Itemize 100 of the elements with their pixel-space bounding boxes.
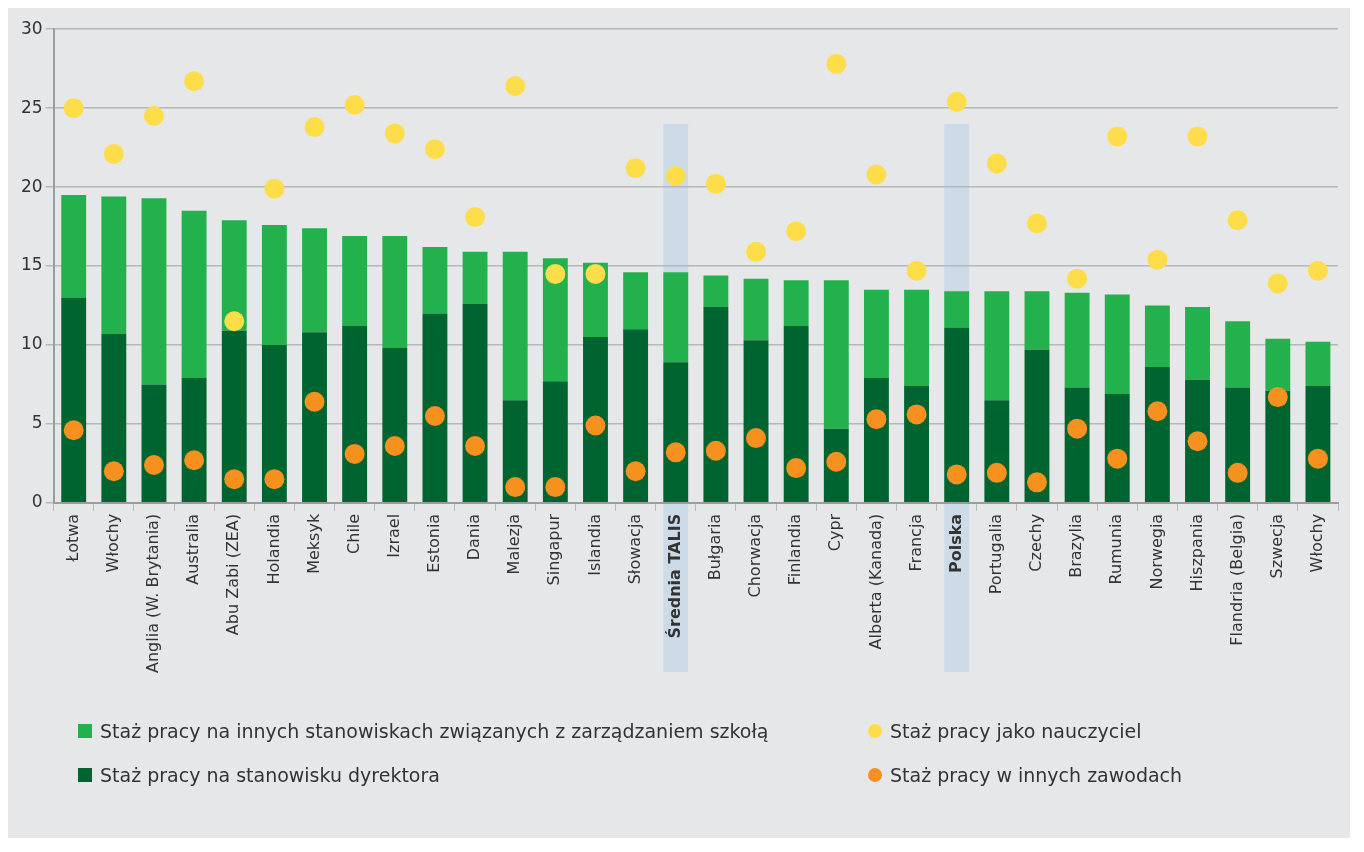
point: [184, 71, 205, 92]
point: [866, 409, 887, 430]
x-tick-label: Izrael: [383, 513, 403, 558]
point: [585, 263, 606, 284]
x-tick-label: Australia: [183, 513, 203, 585]
point: [906, 260, 927, 281]
bar: [1024, 349, 1050, 503]
bar: [944, 327, 970, 503]
point: [1067, 418, 1088, 439]
bar: [61, 194, 87, 298]
bar: [342, 326, 368, 503]
point: [1107, 448, 1128, 469]
point: [264, 178, 285, 199]
x-tick-label: Rumunia: [1106, 513, 1126, 585]
y-tick-label: 0: [31, 491, 43, 512]
point: [906, 404, 927, 425]
bar: [101, 196, 127, 334]
point: [1227, 462, 1248, 483]
point: [384, 436, 405, 457]
point: [1307, 448, 1328, 469]
point: [705, 173, 726, 194]
point: [184, 450, 205, 471]
bar: [904, 289, 930, 387]
x-tick-label: Bułgaria: [705, 513, 725, 581]
point: [786, 221, 807, 242]
y-tick-label: 15: [20, 254, 43, 275]
bar: [1225, 321, 1251, 388]
point: [746, 241, 767, 262]
point: [1026, 472, 1047, 493]
point: [705, 440, 726, 461]
point: [625, 158, 646, 179]
point: [1026, 213, 1047, 234]
point: [465, 207, 486, 228]
bar: [703, 307, 729, 503]
point: [545, 477, 566, 498]
bar: [703, 275, 729, 308]
bar: [1144, 305, 1170, 368]
point: [1147, 249, 1168, 270]
bar: [302, 228, 327, 333]
point: [1187, 126, 1208, 147]
point: [946, 464, 967, 485]
y-tick-label: 5: [31, 412, 43, 433]
point: [1187, 431, 1208, 452]
legend-label: Staż pracy na innych stanowiskach związanych z zarządzaniem szkołą: [100, 720, 769, 742]
x-tick-label: Meksyk: [303, 513, 323, 574]
point: [746, 428, 767, 449]
x-tick-label: Chile: [343, 513, 363, 554]
point: [866, 164, 887, 185]
point: [1067, 268, 1088, 289]
x-tick-label: Cypr: [825, 513, 845, 552]
x-tick-label: Alberta (Kanada): [865, 513, 885, 650]
bar: [141, 198, 167, 385]
bar: [261, 344, 287, 503]
bar: [342, 236, 368, 327]
bar: [783, 326, 809, 503]
point: [1267, 387, 1288, 408]
legend-label: Staż pracy na stanowisku dyrektora: [100, 764, 440, 786]
point: [63, 420, 84, 441]
point: [665, 166, 686, 187]
x-tick-label: Francja: [905, 513, 925, 572]
bar: [61, 297, 87, 503]
point: [384, 123, 405, 144]
bar: [221, 330, 247, 503]
bar: [422, 313, 448, 503]
x-tick-label: Włochy: [102, 513, 122, 573]
point: [505, 477, 526, 498]
y-tick-label: 30: [20, 17, 43, 38]
x-tick-label: Dania: [464, 513, 484, 561]
x-tick-label: Islandia: [584, 513, 604, 576]
x-tick-label: Brazylia: [1066, 513, 1086, 578]
bar: [1265, 390, 1291, 503]
point: [986, 153, 1007, 174]
bar: [743, 278, 769, 341]
point: [143, 106, 164, 127]
bar: [261, 224, 287, 345]
x-tick-label: Słowacja: [624, 513, 644, 585]
x-tick-label: Łotwa: [62, 513, 82, 563]
point: [786, 458, 807, 479]
x-tick-label: Hiszpania: [1186, 513, 1206, 592]
x-tick-label: Finlandia: [785, 513, 805, 586]
point: [103, 143, 124, 164]
point: [103, 461, 124, 482]
bar: [1185, 379, 1210, 503]
x-tick-label: Malezja: [504, 513, 524, 575]
bar: [382, 348, 408, 503]
y-tick-label: 10: [20, 333, 43, 354]
point: [1147, 401, 1168, 422]
x-tick-label: Estonia: [424, 513, 444, 573]
bar: [623, 329, 649, 503]
bar: [502, 251, 528, 401]
point: [304, 391, 325, 412]
bar: [1024, 291, 1050, 350]
bar: [823, 280, 849, 429]
x-tick-label: Włochy: [1307, 513, 1327, 573]
point: [625, 461, 646, 482]
bar: [663, 272, 689, 363]
x-tick-label: Chorwacja: [745, 513, 765, 598]
bar: [1144, 367, 1170, 503]
point: [585, 415, 606, 436]
y-tick-label: 20: [20, 175, 43, 196]
